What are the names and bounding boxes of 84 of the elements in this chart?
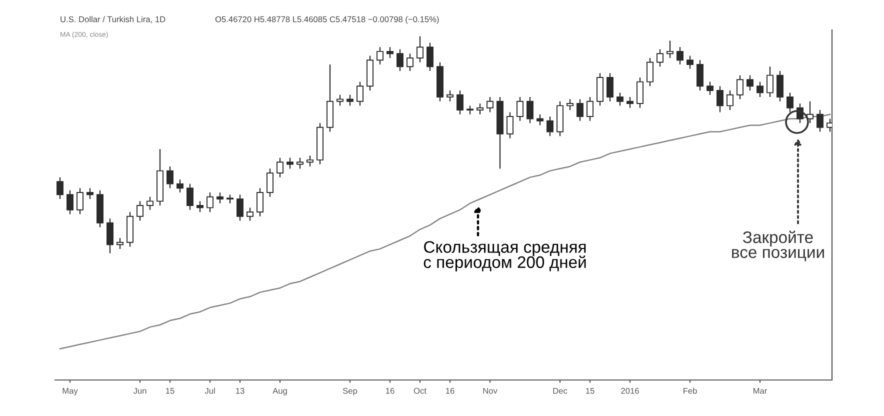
candlestick — [706, 81, 714, 96]
candlestick — [306, 155, 314, 168]
candlestick — [146, 196, 154, 210]
candlestick — [616, 92, 624, 106]
candlestick — [456, 90, 464, 115]
x-tick-label: 2016 — [621, 388, 639, 394]
candlestick — [346, 94, 354, 106]
candlestick — [746, 74, 754, 92]
candlestick — [386, 46, 394, 59]
candlestick — [136, 200, 144, 222]
candlestick — [206, 192, 214, 213]
x-tick-label: 16 — [386, 388, 394, 394]
candlestick — [686, 55, 694, 70]
candlestick — [196, 200, 204, 213]
x-tick-label: Aug — [272, 388, 287, 396]
candlestick — [76, 188, 84, 215]
x-tick-label: May — [62, 388, 78, 396]
candlestick — [256, 188, 264, 217]
candlestick — [656, 48, 664, 68]
candlestick — [406, 53, 414, 72]
annotation: Закройте все позиции — [732, 230, 824, 262]
candlestick — [246, 207, 254, 222]
x-tick-label: Mar — [754, 388, 768, 394]
x-tick-label: Nov — [483, 388, 498, 394]
x-tick-label: Oct — [414, 388, 426, 394]
candlestick — [666, 40, 674, 59]
candlestick — [86, 188, 94, 200]
candlestick — [776, 70, 784, 102]
candlestick — [696, 60, 704, 92]
candlestick — [106, 218, 114, 254]
candlestick — [506, 112, 514, 139]
candlestick — [216, 192, 224, 204]
candlestick — [526, 96, 534, 124]
candlestick — [546, 116, 554, 137]
candlestick — [356, 81, 364, 106]
candlestick — [486, 96, 494, 113]
x-tick-label: Jul — [204, 388, 215, 394]
candlestick — [236, 194, 244, 222]
candlestick — [336, 94, 344, 106]
candlestick — [166, 166, 174, 189]
x-tick-label: 16 — [446, 388, 454, 394]
annotation: Скользящая средняя с периодом 200 дней — [424, 241, 586, 272]
candlestick — [626, 96, 634, 108]
candlestick — [576, 98, 584, 122]
candlestick — [416, 36, 424, 63]
candlestick — [646, 57, 654, 87]
candlestick — [596, 72, 604, 106]
candlestick — [176, 178, 184, 194]
candlestick — [636, 76, 644, 108]
x-tick-label: 13 — [236, 388, 244, 394]
candlestick — [286, 157, 294, 170]
candlestick — [766, 66, 774, 98]
x-tick-label: Dec — [553, 388, 568, 394]
candlestick — [566, 98, 574, 111]
candlestick — [586, 96, 594, 122]
candlestick — [606, 72, 614, 102]
candlestick — [756, 81, 764, 98]
candlestick — [826, 118, 832, 132]
candlestick — [446, 90, 454, 102]
candlestick — [396, 48, 404, 72]
candlestick — [816, 109, 824, 132]
candlestick — [736, 74, 744, 100]
candlestick — [296, 157, 304, 170]
candlestick — [276, 157, 284, 178]
x-tick-label: Jun — [133, 388, 146, 394]
candlestick — [66, 190, 74, 215]
candlestick — [266, 168, 274, 198]
candlestick — [116, 238, 124, 250]
chart-subtitle: O5.46720 H5.48778 L5.46085 C5.47518 −0.00798 (−0.15%) — [215, 16, 439, 24]
x-tick-label: Feb — [684, 388, 697, 394]
candlestick — [376, 46, 384, 66]
candlestick — [186, 183, 194, 210]
candlestick — [516, 96, 524, 122]
chart-title: U.S. Dollar / Turkish Lira, 1D — [60, 16, 166, 24]
candlestick — [536, 114, 544, 126]
candlestick — [676, 46, 684, 66]
candlestick — [476, 102, 484, 115]
x-tick-label: 15 — [586, 388, 594, 394]
candlestick — [426, 42, 434, 72]
candlestick — [726, 90, 734, 111]
x-tick-label: Sep — [342, 388, 358, 396]
x-tick-label: 15 — [166, 388, 174, 394]
candlestick — [56, 176, 64, 200]
candlestick — [716, 86, 724, 113]
